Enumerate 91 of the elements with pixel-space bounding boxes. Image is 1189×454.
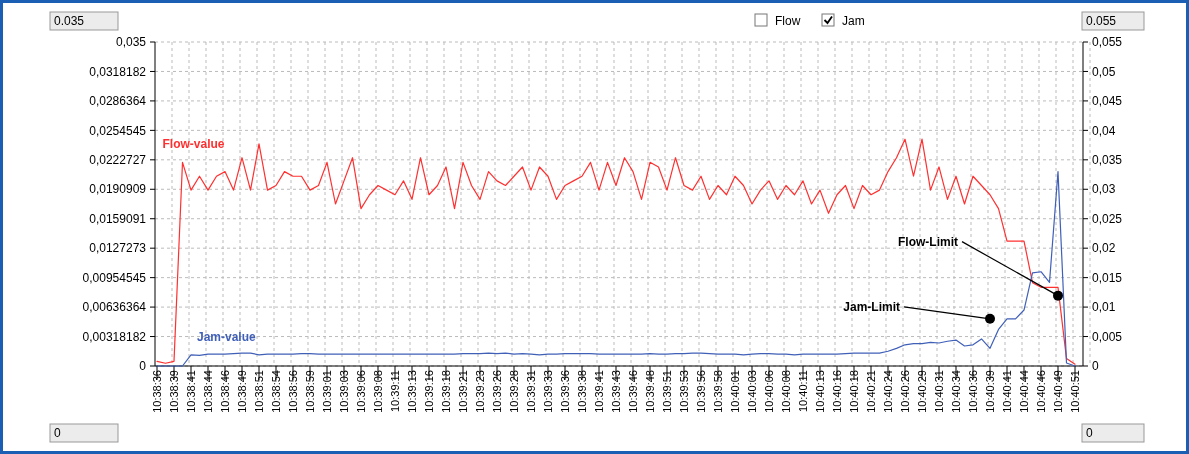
x-tick-label: 10:39:13 xyxy=(406,370,418,413)
y2-tick-label: 0,05 xyxy=(1092,64,1116,79)
x-tick-label: 10:39:16 xyxy=(423,370,435,413)
y-tick-label: 0,0286364 xyxy=(89,94,147,109)
y-tick-label: 0,0222727 xyxy=(89,153,147,168)
text: Flow xyxy=(775,14,801,28)
x-tick-label: 10:38:39 xyxy=(168,370,180,413)
x-tick-label: 10:39:56 xyxy=(695,370,707,413)
annotation: Flow-Limit xyxy=(898,234,958,249)
x-tick-label: 10:40:13 xyxy=(814,370,826,413)
text: 0 xyxy=(1086,426,1093,440)
x-tick-label: 10:39:43 xyxy=(610,370,622,413)
y2-tick-label: 0,025 xyxy=(1092,211,1123,226)
x-tick-label: 10:39:31 xyxy=(525,370,537,413)
x-tick-label: 10:40:21 xyxy=(865,370,877,413)
x-tick-label: 10:38:59 xyxy=(304,370,316,413)
x-tick-label: 10:39:08 xyxy=(372,370,384,413)
x-tick-label: 10:40:16 xyxy=(831,370,843,413)
x-tick-label: 10:40:06 xyxy=(763,370,775,413)
x-tick-label: 10:40:34 xyxy=(950,370,962,413)
y2-tick-label: 0,03 xyxy=(1092,182,1116,197)
x-tick-label: 10:40:03 xyxy=(746,370,758,413)
y2-tick-label: 0,005 xyxy=(1092,329,1123,344)
text: 0.055 xyxy=(1086,14,1117,28)
x-tick-label: 10:39:58 xyxy=(712,370,724,413)
y-tick-label: 0,0159091 xyxy=(89,211,147,226)
x-tick-label: 10:39:48 xyxy=(644,370,656,413)
x-tick-label: 10:38:54 xyxy=(270,370,282,413)
line-series xyxy=(156,138,1076,365)
y-tick-label: 0 xyxy=(139,359,147,374)
x-tick-label: 10:38:36 xyxy=(151,370,163,413)
x-tick-label: 10:40:01 xyxy=(729,370,741,413)
x-tick-label: 10:40:11 xyxy=(797,370,809,413)
annotation: Jam-Limit xyxy=(843,299,900,314)
x-tick-label: 10:38:49 xyxy=(236,370,248,413)
x-tick-label: 10:39:41 xyxy=(593,370,605,413)
x-tick-label: 10:39:38 xyxy=(576,370,588,413)
y2-tick-label: 0,01 xyxy=(1092,300,1116,315)
x-tick-label: 10:38:46 xyxy=(219,370,231,413)
text: 0.035 xyxy=(54,14,85,28)
x-tick-label: 10:39:18 xyxy=(440,370,452,413)
x-tick-label: 10:39:36 xyxy=(559,370,571,413)
y2-tick-label: 0 xyxy=(1092,359,1099,374)
x-tick-label: 10:39:33 xyxy=(542,370,554,413)
x-tick-label: 10:40:46 xyxy=(1035,370,1047,413)
y-tick-label: 0,00636364 xyxy=(82,300,147,315)
x-tick-label: 10:38:51 xyxy=(253,370,265,413)
y2-tick-label: 0,04 xyxy=(1092,123,1116,138)
x-tick-label: 10:40:36 xyxy=(967,370,979,413)
x-tick-label: 10:40:51 xyxy=(1069,370,1081,413)
y-tick-label: 0,00954545 xyxy=(82,270,147,285)
line-series xyxy=(156,171,1076,367)
x-tick-label: 10:38:44 xyxy=(202,370,214,413)
x-tick-label: 10:39:01 xyxy=(321,370,333,413)
x-tick-label: 10:39:23 xyxy=(474,370,486,413)
x-tick-label: 10:38:56 xyxy=(287,370,299,413)
y2-tick-label: 0,035 xyxy=(1092,153,1123,168)
y-tick-label: 0,035 xyxy=(115,35,147,50)
x-tick-label: 10:39:21 xyxy=(457,370,469,413)
y-tick-label: 0,0190909 xyxy=(89,182,147,197)
x-tick-label: 10:40:18 xyxy=(848,370,860,413)
x-tick-label: 10:40:44 xyxy=(1018,370,1030,413)
x-tick-label: 10:40:31 xyxy=(933,370,945,413)
x-tick-label: 10:39:26 xyxy=(491,370,503,413)
x-tick-label: 10:40:26 xyxy=(899,370,911,413)
series-label: Flow-value xyxy=(162,137,225,152)
y-tick-label: 0,0254545 xyxy=(89,123,147,138)
x-tick-label: 10:40:39 xyxy=(984,370,996,413)
x-tick-label: 10:40:49 xyxy=(1052,370,1064,413)
y-tick-label: 0,0318182 xyxy=(89,64,147,79)
y-tick-label: 0,00318182 xyxy=(82,329,147,344)
x-tick-label: 10:40:29 xyxy=(916,370,928,413)
x-tick-label: 10:40:24 xyxy=(882,370,894,413)
x-tick-label: 10:40:08 xyxy=(780,370,792,413)
y2-tick-label: 0,02 xyxy=(1092,241,1116,256)
x-tick-label: 10:39:46 xyxy=(627,370,639,413)
series-label: Jam-value xyxy=(197,329,257,344)
x-tick-label: 10:38:41 xyxy=(185,370,197,413)
y2-tick-label: 0,015 xyxy=(1092,270,1123,285)
text: Jam xyxy=(842,14,865,28)
y-tick-label: 0,0127273 xyxy=(89,241,147,256)
x-tick-label: 10:39:51 xyxy=(661,370,673,413)
x-tick-label: 10:40:41 xyxy=(1001,370,1013,413)
x-tick-label: 10:39:28 xyxy=(508,370,520,413)
y2-tick-label: 0,055 xyxy=(1092,35,1123,50)
x-tick-label: 10:39:06 xyxy=(355,370,367,413)
x-tick-label: 10:39:11 xyxy=(389,370,401,413)
x-tick-label: 10:39:03 xyxy=(338,370,350,413)
x-tick-label: 10:39:53 xyxy=(678,370,690,413)
y2-tick-label: 0,045 xyxy=(1092,94,1123,109)
text: 0 xyxy=(54,426,61,440)
